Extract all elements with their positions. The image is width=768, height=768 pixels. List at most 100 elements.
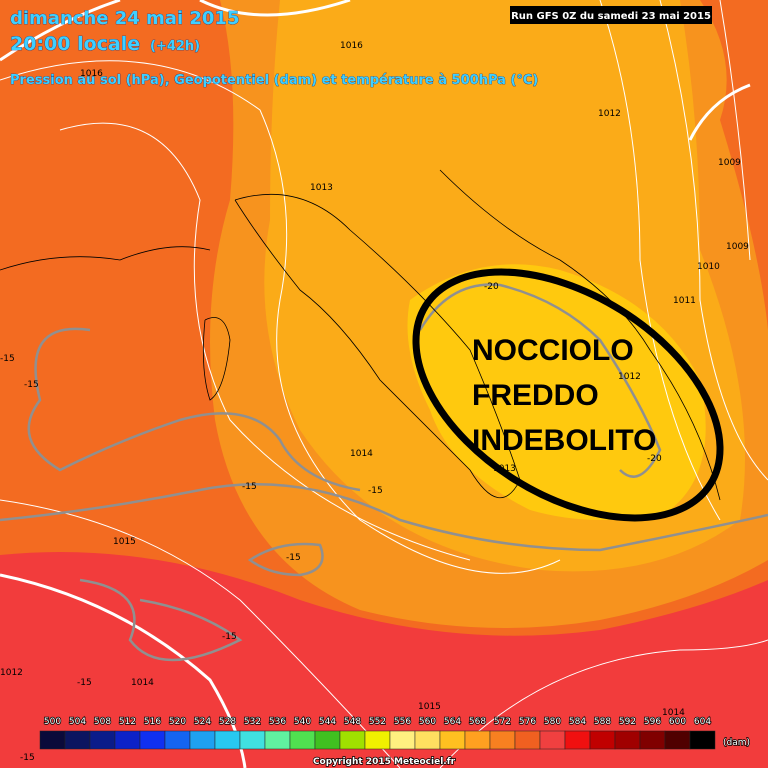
color-scale: 500 504 508 512 516 520 524 528 532 536 540 544 548 5… [39, 716, 751, 750]
scale-swatch [439, 730, 466, 750]
scale-swatch [189, 730, 216, 750]
scale-swatch [689, 730, 716, 750]
scale-swatch [214, 730, 241, 750]
subtitle: Pression au sol (hPa), Geopotentiel (dam… [10, 73, 538, 88]
isobar-label: 1016 [340, 41, 363, 51]
isobar-label: 1016 [80, 69, 103, 79]
copyright: Copyright 2015 Meteociel.fr [313, 757, 456, 767]
scale-label: 600 [669, 717, 686, 727]
isobar [659, 0, 768, 481]
scale-swatch [314, 730, 341, 750]
isotherm [0, 483, 768, 552]
scale-label: 512 [119, 717, 136, 727]
scale-swatch [264, 730, 291, 750]
geopotential [0, 0, 121, 62]
scale-label: 508 [94, 717, 111, 727]
scale-label: 500 [44, 717, 61, 727]
scale-swatch [364, 730, 391, 750]
date: dimanche 24 mai 2015 [10, 8, 239, 29]
scale-swatch [114, 730, 141, 750]
temp-band-red [0, 552, 768, 768]
scale-swatch [614, 730, 641, 750]
scale-label: 532 [244, 717, 261, 727]
isotherm [247, 542, 324, 577]
scale-label: 604 [694, 717, 711, 727]
isobar-label: 1012 [598, 109, 621, 119]
scale-label: 564 [444, 717, 461, 727]
isobar-label: 1014 [131, 678, 154, 688]
scale-unit: (dam) [723, 738, 750, 748]
scale-swatch [639, 730, 666, 750]
isobar-label: 1012 [618, 372, 641, 382]
scale-label: 552 [369, 717, 386, 727]
temperature-label: -20 [484, 282, 499, 292]
coastline [234, 193, 521, 498]
isobar [719, 0, 751, 261]
scale-label: 520 [169, 717, 186, 727]
scale-swatch [339, 730, 366, 750]
isotherm [79, 578, 243, 662]
scale-label: 544 [319, 717, 336, 727]
geopotential [199, 0, 351, 17]
scale-swatch [39, 730, 66, 750]
scale-label: 580 [544, 717, 561, 727]
scale-swatch [64, 730, 91, 750]
scale-swatch [414, 730, 441, 750]
scale-swatch [89, 730, 116, 750]
isobar-label: 1015 [418, 702, 441, 712]
scale-swatch [139, 730, 166, 750]
isobar [59, 122, 471, 561]
scale-swatch [464, 730, 491, 750]
scale-label: 504 [69, 717, 86, 727]
annotation-line: FREDDO [472, 379, 599, 412]
temperature-label: -15 [24, 380, 39, 390]
isobar-label: 1013 [310, 183, 333, 193]
isotherm [418, 283, 662, 478]
scale-label: 592 [619, 717, 636, 727]
scale-swatch [664, 730, 691, 750]
geopotential [688, 83, 751, 141]
scale-label: 528 [219, 717, 236, 727]
isotherm [27, 327, 361, 492]
isobar [0, 60, 561, 574]
scale-label: 568 [469, 717, 486, 727]
annotation: NOCCIOLO FREDDO INDEBOLITO [472, 334, 656, 457]
run-info: Run GFS 0Z du samedi 23 mai 2015 [511, 11, 711, 22]
temperature-label: -15 [20, 753, 35, 763]
lead-time: (+42h) [150, 39, 200, 54]
scale-swatch [539, 730, 566, 750]
scale-label: 524 [194, 717, 211, 727]
temperature-label: -20 [647, 454, 662, 464]
scale-label: 560 [419, 717, 436, 727]
scale-label: 572 [494, 717, 511, 727]
scale-label: 548 [344, 717, 361, 727]
isobar-label: 1009 [718, 158, 741, 168]
scale-swatch [164, 730, 191, 750]
scale-swatch [239, 730, 266, 750]
scale-swatch [589, 730, 616, 750]
scale-label: 516 [144, 717, 161, 727]
scale-label: 576 [519, 717, 536, 727]
scale-label: 588 [594, 717, 611, 727]
scale-swatch [514, 730, 541, 750]
isobar-label: 1013 [493, 464, 516, 474]
scale-label: 584 [569, 717, 586, 727]
time: 20:00 locale [10, 33, 140, 55]
isobar-label: 1011 [673, 296, 696, 306]
annotation-line: NOCCIOLO [472, 334, 634, 367]
coastlines [0, 169, 721, 501]
scale-label: 540 [294, 717, 311, 727]
scale-swatch [289, 730, 316, 750]
temperature-label: -15 [0, 354, 15, 364]
temperature-label: -15 [77, 678, 92, 688]
isobar [599, 0, 721, 521]
coastline [202, 317, 231, 401]
isobar-label: 1014 [350, 449, 373, 459]
isobar-label: 1015 [113, 537, 136, 547]
scale-swatch [564, 730, 591, 750]
temperature-label: -15 [242, 482, 257, 492]
